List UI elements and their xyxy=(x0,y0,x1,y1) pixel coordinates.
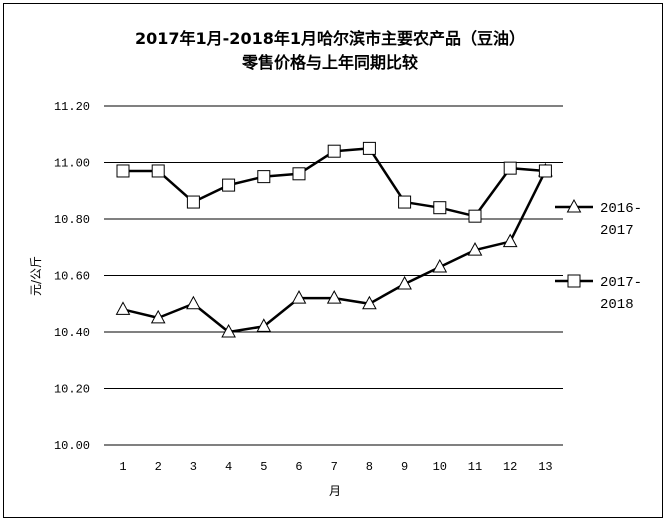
chart-title: 2017年1月-2018年1月哈尔滨市主要农产品（豆油） xyxy=(135,29,525,48)
legend-label: 2016- xyxy=(600,201,642,217)
square-point xyxy=(257,170,271,184)
x-tick-label: 10 xyxy=(433,460,447,474)
y-tick-label: 10.20 xyxy=(54,383,90,397)
triangle-point xyxy=(467,242,483,256)
x-tick-label: 2 xyxy=(155,460,162,474)
chart-subtitle: 零售价格与上年同期比较 xyxy=(241,53,418,72)
legend-label: 2017 xyxy=(600,223,634,239)
triangle-point xyxy=(502,233,518,248)
square-point xyxy=(151,164,165,178)
triangle-point xyxy=(150,309,166,324)
y-tick-label: 10.80 xyxy=(54,213,90,227)
legend-label: 2018 xyxy=(600,297,634,313)
x-tick-label: 4 xyxy=(225,460,232,474)
y-axis-ticks: 10.00 10.20 10.40 10.60 10.80 11.00 11.20 xyxy=(54,100,90,453)
square-point xyxy=(538,164,552,178)
square-point xyxy=(116,164,130,178)
triangle-point xyxy=(291,290,307,304)
legend-item-1: 2016- 2017 xyxy=(555,198,642,239)
x-tick-label: 7 xyxy=(331,460,338,474)
triangle-point xyxy=(115,301,131,315)
legend-item-2: 2017- 2018 xyxy=(555,274,642,313)
triangle-point xyxy=(432,258,448,273)
x-tick-label: 3 xyxy=(190,460,197,474)
square-point xyxy=(292,167,306,181)
x-tick-label: 6 xyxy=(295,460,302,474)
triangle-point xyxy=(186,295,201,310)
legend-triangle-icon xyxy=(566,198,582,213)
square-point xyxy=(433,201,447,215)
y-tick-label: 11.00 xyxy=(54,157,90,171)
x-tick-label: 11 xyxy=(468,460,482,474)
x-tick-label: 13 xyxy=(538,460,552,474)
legend-square-icon xyxy=(567,274,581,288)
x-axis-label: 月 xyxy=(329,484,341,498)
square-point xyxy=(362,141,376,155)
series-1 xyxy=(115,162,553,338)
square-point xyxy=(222,178,236,192)
series-layer xyxy=(115,141,553,338)
x-tick-label: 9 xyxy=(401,460,408,474)
y-tick-label: 10.00 xyxy=(54,439,90,453)
y-axis-label: 元/公斤 xyxy=(29,256,43,296)
triangle-point xyxy=(362,295,377,310)
legend: 2016- 2017 2017- 2018 xyxy=(555,198,642,313)
series-2 xyxy=(116,141,552,223)
square-point xyxy=(398,195,412,209)
y-tick-label: 11.20 xyxy=(54,100,90,114)
x-tick-label: 8 xyxy=(366,460,373,474)
triangle-point xyxy=(256,318,272,332)
y-tick-label: 10.40 xyxy=(54,326,90,340)
square-point xyxy=(503,161,517,175)
triangle-point xyxy=(326,290,342,304)
triangle-point xyxy=(221,323,236,338)
chart-frame xyxy=(3,3,663,518)
grid-lines xyxy=(104,105,563,446)
square-point xyxy=(327,144,341,158)
square-point xyxy=(186,195,200,209)
y-tick-label: 10.60 xyxy=(54,270,90,284)
square-point xyxy=(468,209,482,223)
legend-label: 2017- xyxy=(600,275,642,291)
x-tick-label: 12 xyxy=(503,460,517,474)
triangle-point xyxy=(397,275,412,290)
x-tick-label: 1 xyxy=(119,460,126,474)
x-tick-label: 5 xyxy=(260,460,267,474)
x-axis-ticks: 1 2 3 4 5 6 7 8 9 10 11 12 13 xyxy=(119,460,552,474)
series-line xyxy=(123,147,546,218)
